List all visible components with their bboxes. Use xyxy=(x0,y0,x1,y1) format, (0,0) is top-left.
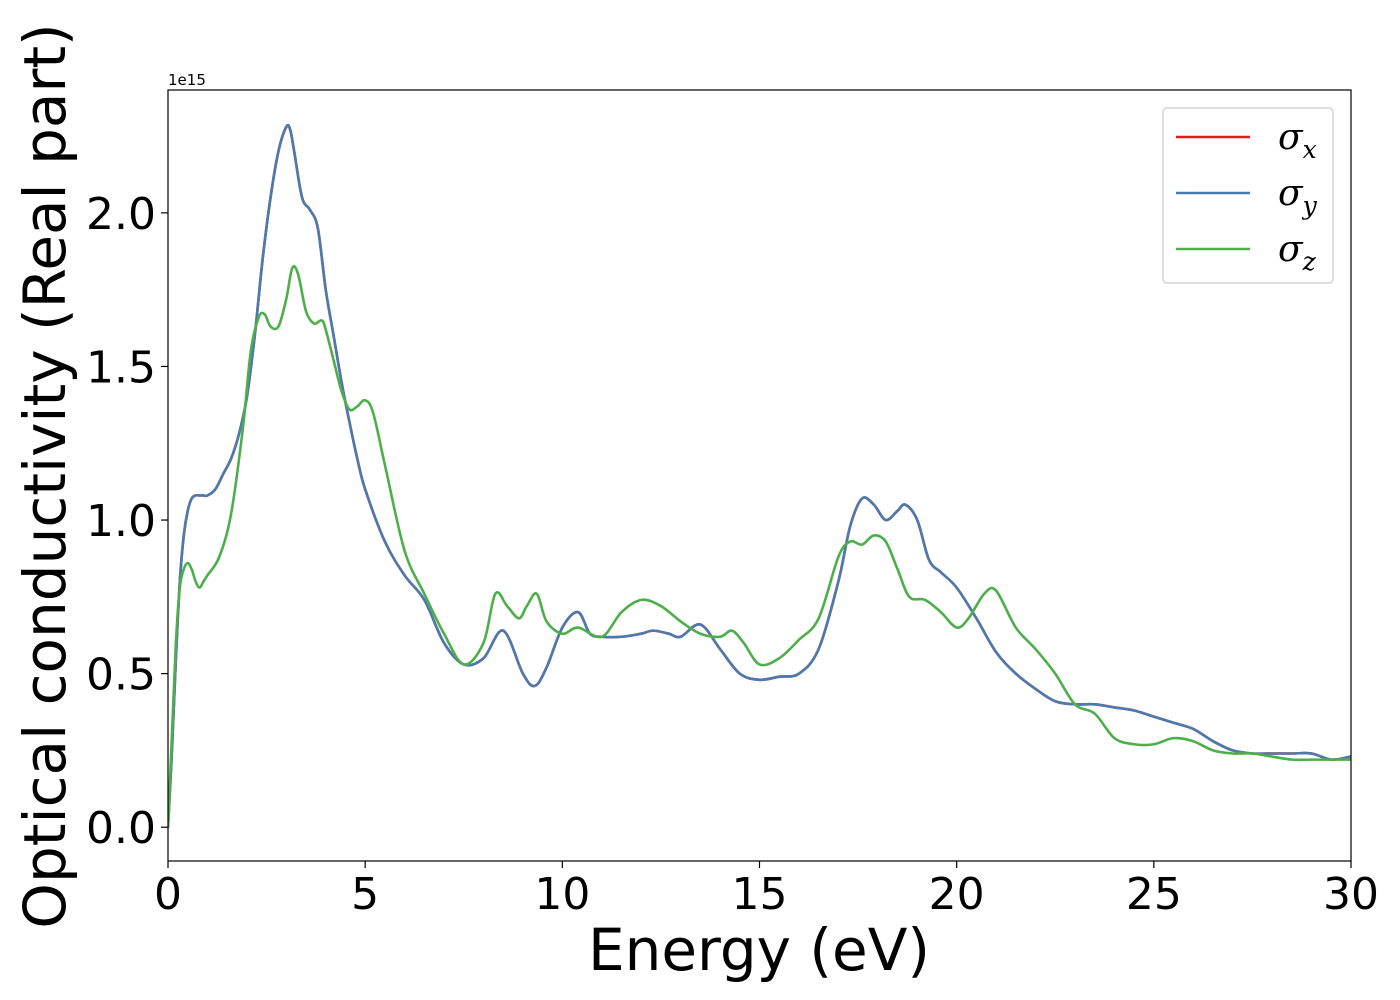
legend: σx σy σz xyxy=(1162,107,1334,284)
y-tick-label: 1.5 xyxy=(86,342,156,393)
legend-box xyxy=(1162,107,1334,284)
x-tick-label: 5 xyxy=(351,869,379,920)
y-tick-label: 0.5 xyxy=(86,650,156,701)
x-tick-label: 20 xyxy=(929,869,985,920)
y-tick-label: 2.0 xyxy=(86,189,156,240)
x-axis-label: Energy (eV) xyxy=(588,916,930,984)
series-line-z xyxy=(168,265,1351,829)
x-axis-ticks: 0 5 10 15 20 25 30 xyxy=(154,861,1379,920)
plot-lines xyxy=(168,123,1351,829)
y-tick-label: 0.0 xyxy=(86,803,156,854)
x-tick-label: 10 xyxy=(534,869,590,920)
legend-label-z: σz xyxy=(1278,229,1317,276)
x-tick-label: 0 xyxy=(154,869,182,920)
legend-label-y: σy xyxy=(1278,173,1318,220)
y-axis-ticks: 0.0 0.5 1.0 1.5 2.0 xyxy=(86,189,168,854)
x-tick-label: 25 xyxy=(1126,869,1182,920)
y-axis-label: Optical conductivity (Real part) xyxy=(11,23,79,928)
x-tick-label: 30 xyxy=(1323,869,1379,920)
y-offset-label: 1e15 xyxy=(168,71,206,89)
x-tick-label: 15 xyxy=(732,869,788,920)
legend-label-x: σx xyxy=(1278,117,1317,164)
y-tick-label: 1.0 xyxy=(86,496,156,547)
